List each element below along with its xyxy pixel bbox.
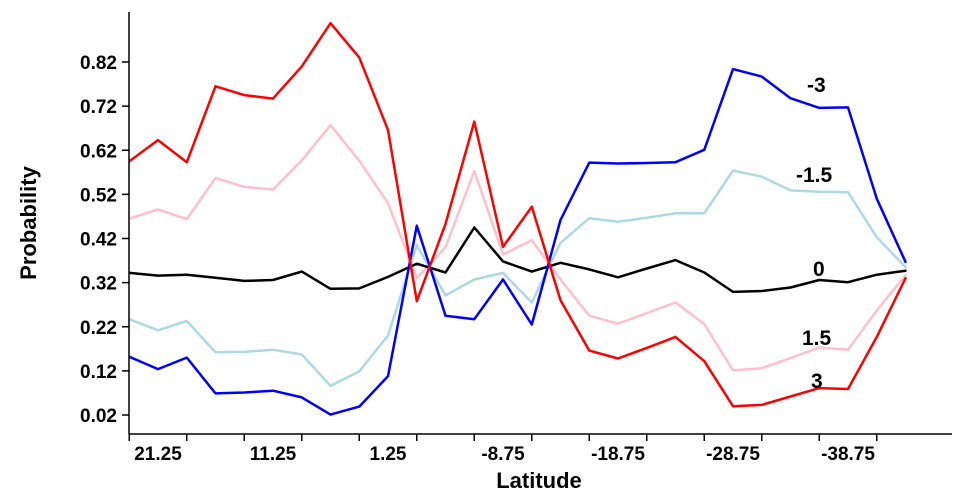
x-tick-label: -38.75 [821, 444, 875, 465]
x-tick-label: 11.25 [250, 444, 297, 465]
series-line-0 [129, 226, 907, 294]
x-tick-label: 21.25 [134, 444, 182, 465]
y-axis-title: Probability [16, 165, 41, 279]
y-tick-label: 0.32 [80, 274, 117, 295]
series-line--1.5 [129, 169, 907, 388]
y-tick-label: 0.52 [80, 185, 117, 206]
axes [128, 12, 952, 435]
plot-lines [129, 21, 907, 416]
y-tick-label: 0.72 [80, 97, 117, 118]
y-tick-label: 0.02 [80, 406, 117, 427]
y-tick-label: 0.22 [80, 318, 117, 339]
x-axis-title: Latitude [496, 468, 582, 492]
x-tick-label: -28.75 [706, 444, 760, 465]
x-ticks: 21.25 11.25 1.25 -8.75 -18.75 -28.75 -38.75 [128, 434, 878, 465]
series-line-1.5 [129, 123, 907, 372]
x-tick-label: -18.75 [591, 444, 645, 465]
series-label-0: 0 [813, 258, 825, 281]
series-label-3: 3 [811, 370, 823, 393]
series-line-3 [129, 21, 907, 408]
y-tick-label: 0.62 [80, 141, 117, 162]
series-label--1.5: -1.5 [796, 164, 833, 187]
x-tick-label: 1.25 [370, 444, 407, 465]
series-line--3 [129, 67, 907, 416]
y-tick-label: 0.42 [80, 230, 117, 251]
y-tick-label: 0.82 [80, 53, 117, 74]
series-label-1.5: 1.5 [802, 327, 832, 350]
series-labels: -3 -1.5 0 1.5 3 [796, 74, 833, 393]
series-label--3: -3 [807, 74, 826, 97]
y-ticks: 0.02 0.12 0.22 0.32 0.42 0.52 0.62 0.72 0.82 [80, 53, 129, 427]
x-tick-label: -8.75 [481, 444, 525, 465]
y-tick-label: 0.12 [80, 362, 117, 383]
